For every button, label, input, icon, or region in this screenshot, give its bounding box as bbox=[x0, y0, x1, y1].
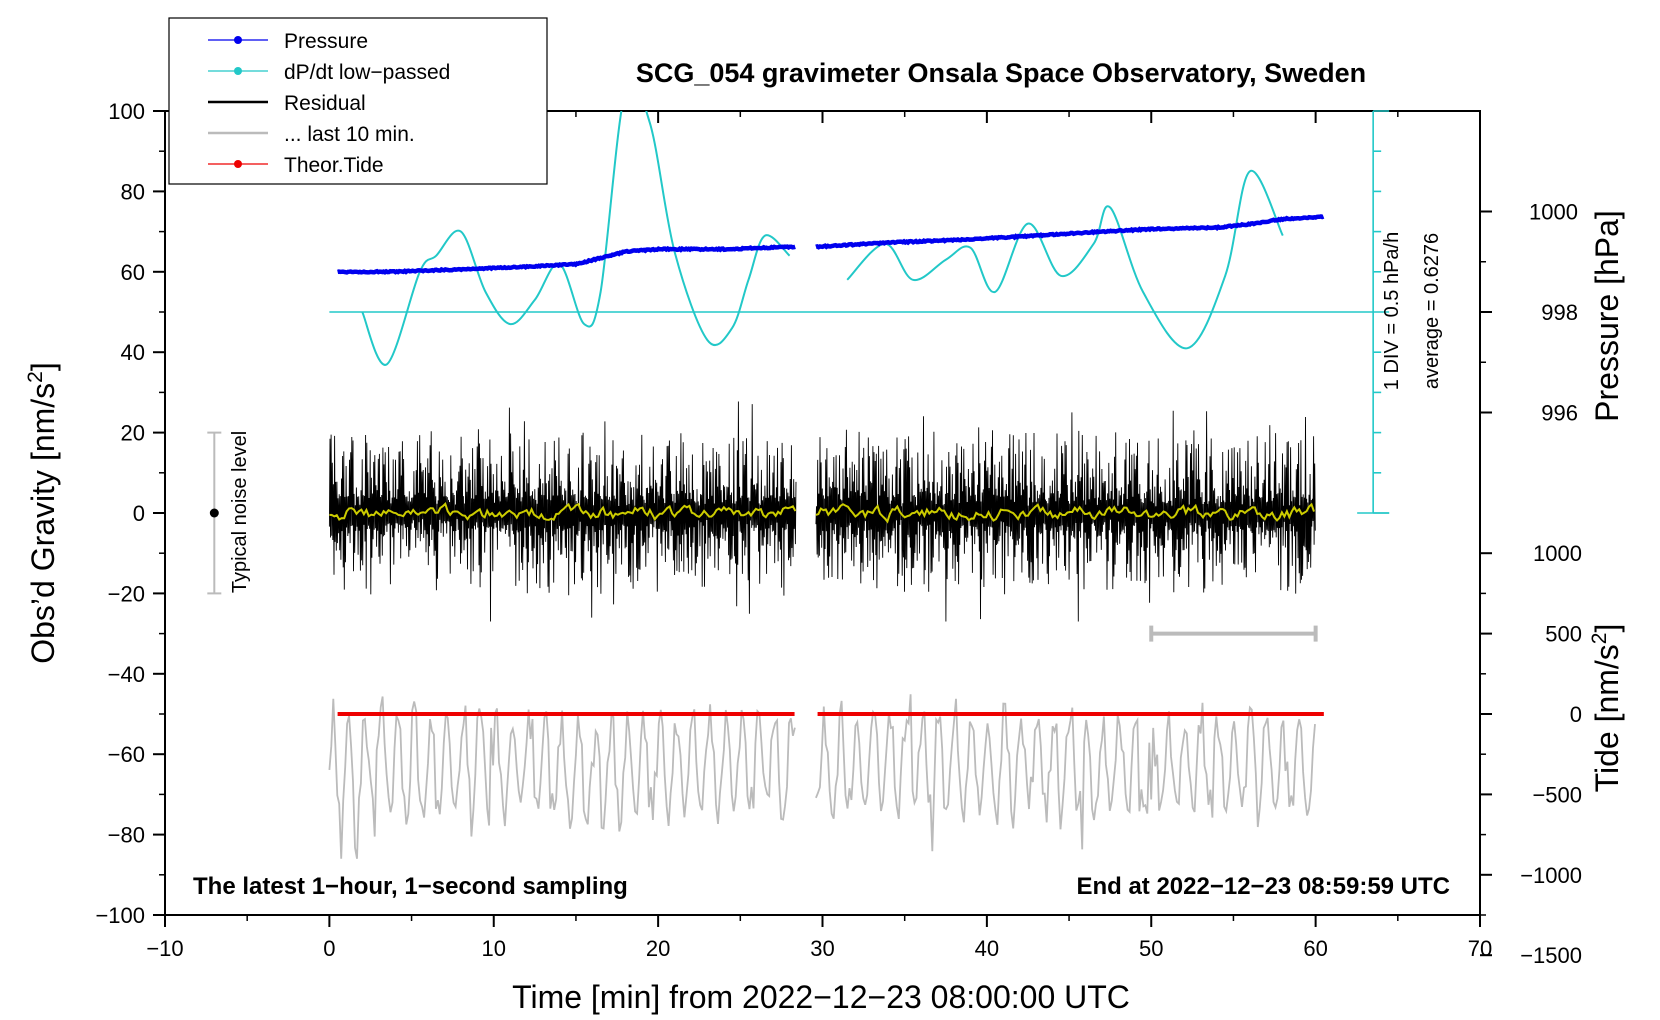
typical-noise-bar bbox=[207, 431, 222, 595]
y-axis-title-tide-text: Tide [nm/s bbox=[1589, 644, 1625, 792]
y-axis-title-tide-sup: 2 bbox=[1588, 633, 1611, 645]
residual-line bbox=[328, 401, 797, 622]
x-axis-title: Time [min] from 2022−12−23 08:00:00 UTC bbox=[512, 979, 1130, 1015]
tide-tick-label: 1000 bbox=[1533, 541, 1582, 566]
y-tick-label: −60 bbox=[108, 742, 145, 767]
legend-label: Pressure bbox=[284, 30, 368, 53]
end-time-note: End at 2022−12−23 08:59:59 UTC bbox=[1076, 873, 1450, 900]
y-axis-title-tide: Tide [nm/s2] bbox=[1588, 624, 1625, 793]
last-10-min-line bbox=[815, 694, 1316, 852]
tide-tick-label: −1500 bbox=[1520, 943, 1582, 968]
y-tick-label: 0 bbox=[133, 501, 145, 526]
tide-tick-label: 500 bbox=[1545, 622, 1582, 647]
series-residual-smoothed bbox=[329, 501, 1315, 524]
noise-bar-center-dot bbox=[209, 508, 219, 518]
last-10-min-line bbox=[328, 696, 796, 859]
y-axis-title-pressure: Pressure [hPa] bbox=[1589, 210, 1625, 422]
series-dpdt-low-passed bbox=[361, 111, 1284, 366]
x-tick-label: 30 bbox=[810, 936, 834, 961]
tide-tick-label: −1000 bbox=[1520, 863, 1582, 888]
y-axis-title-gravity-sup: 2 bbox=[24, 371, 47, 383]
legend-label: dP/dt low−passed bbox=[284, 61, 450, 84]
x-tick-label: 20 bbox=[646, 936, 670, 961]
pressure-tick-label: 1000 bbox=[1529, 200, 1578, 225]
y-tick-label: 40 bbox=[121, 340, 145, 365]
noise-level-label: Typical noise level bbox=[229, 431, 251, 593]
y-axis-title-gravity-bracket: ] bbox=[25, 362, 61, 371]
residual-line bbox=[815, 410, 1316, 622]
pressure-line bbox=[337, 244, 796, 275]
legend-swatch-dot bbox=[234, 67, 242, 75]
y-tick-label: −40 bbox=[108, 662, 145, 687]
x-tick-label: 60 bbox=[1303, 936, 1327, 961]
div-label: 1 DIV = 0.5 hPa/h bbox=[1381, 232, 1403, 390]
y-axis-title-tide-bracket: ] bbox=[1589, 624, 1625, 633]
average-label: average = 0.6276 bbox=[1421, 233, 1443, 389]
x-tick-label: 40 bbox=[975, 936, 999, 961]
y-tick-label: 20 bbox=[121, 421, 145, 446]
pressure-tick-label: 996 bbox=[1541, 401, 1578, 426]
legend: Pressure dP/dt low−passed Residual ... last… bbox=[168, 17, 548, 185]
ten-minute-scale-bar bbox=[1149, 625, 1318, 642]
y-axis-gravity: 100 80 60 40 20 0 −20 −40 −60 −80 −100 bbox=[95, 99, 165, 928]
tide-tick-label: 0 bbox=[1570, 702, 1582, 727]
series-pressure bbox=[337, 214, 1325, 275]
residual-smoothed-line bbox=[329, 501, 797, 522]
x-tick-label: 70 bbox=[1468, 936, 1492, 961]
legend-swatch-dot bbox=[234, 36, 242, 44]
legend-label: Theor.Tide bbox=[284, 154, 384, 177]
x-tick-label: 50 bbox=[1139, 936, 1163, 961]
y-axis-pressure: 1000 998 996 bbox=[1480, 200, 1578, 426]
y-axis-tide: 1000 500 0 −500 −1000 −1500 bbox=[1480, 541, 1582, 968]
sampling-note: The latest 1−hour, 1−second sampling bbox=[193, 873, 628, 900]
tide-tick-label: −500 bbox=[1532, 782, 1582, 807]
x-tick-label: 0 bbox=[323, 936, 335, 961]
y-tick-label: −80 bbox=[108, 823, 145, 848]
x-tick-label: −10 bbox=[146, 936, 183, 961]
chart-title: SCG_054 gravimeter Onsala Space Observat… bbox=[636, 58, 1366, 88]
residual-smoothed-line bbox=[815, 502, 1315, 524]
y-axis-title-gravity: Obs’d Gravity [nm/s2] bbox=[24, 362, 61, 664]
y-tick-label: −20 bbox=[108, 581, 145, 606]
series-last-10-min bbox=[328, 694, 1316, 859]
legend-swatch-dot bbox=[234, 160, 242, 168]
div-scale-axis bbox=[1357, 110, 1390, 514]
pressure-line bbox=[815, 214, 1325, 250]
legend-label: ... last 10 min. bbox=[284, 123, 415, 146]
x-tick-label: 10 bbox=[482, 936, 506, 961]
y-tick-label: 100 bbox=[108, 99, 145, 124]
y-tick-label: −100 bbox=[95, 903, 145, 928]
y-tick-label: 80 bbox=[121, 179, 145, 204]
dpdt-line bbox=[846, 170, 1284, 350]
legend-label: Residual bbox=[284, 92, 366, 115]
y-tick-label: 60 bbox=[121, 260, 145, 285]
y-axis-title-gravity-text: Obs’d Gravity [nm/s bbox=[25, 383, 61, 664]
pressure-tick-label: 998 bbox=[1541, 300, 1578, 325]
series-residual bbox=[328, 401, 1316, 622]
dpdt-line bbox=[361, 111, 791, 366]
legend-entries: Pressure dP/dt low−passed Residual ... last… bbox=[208, 30, 450, 177]
